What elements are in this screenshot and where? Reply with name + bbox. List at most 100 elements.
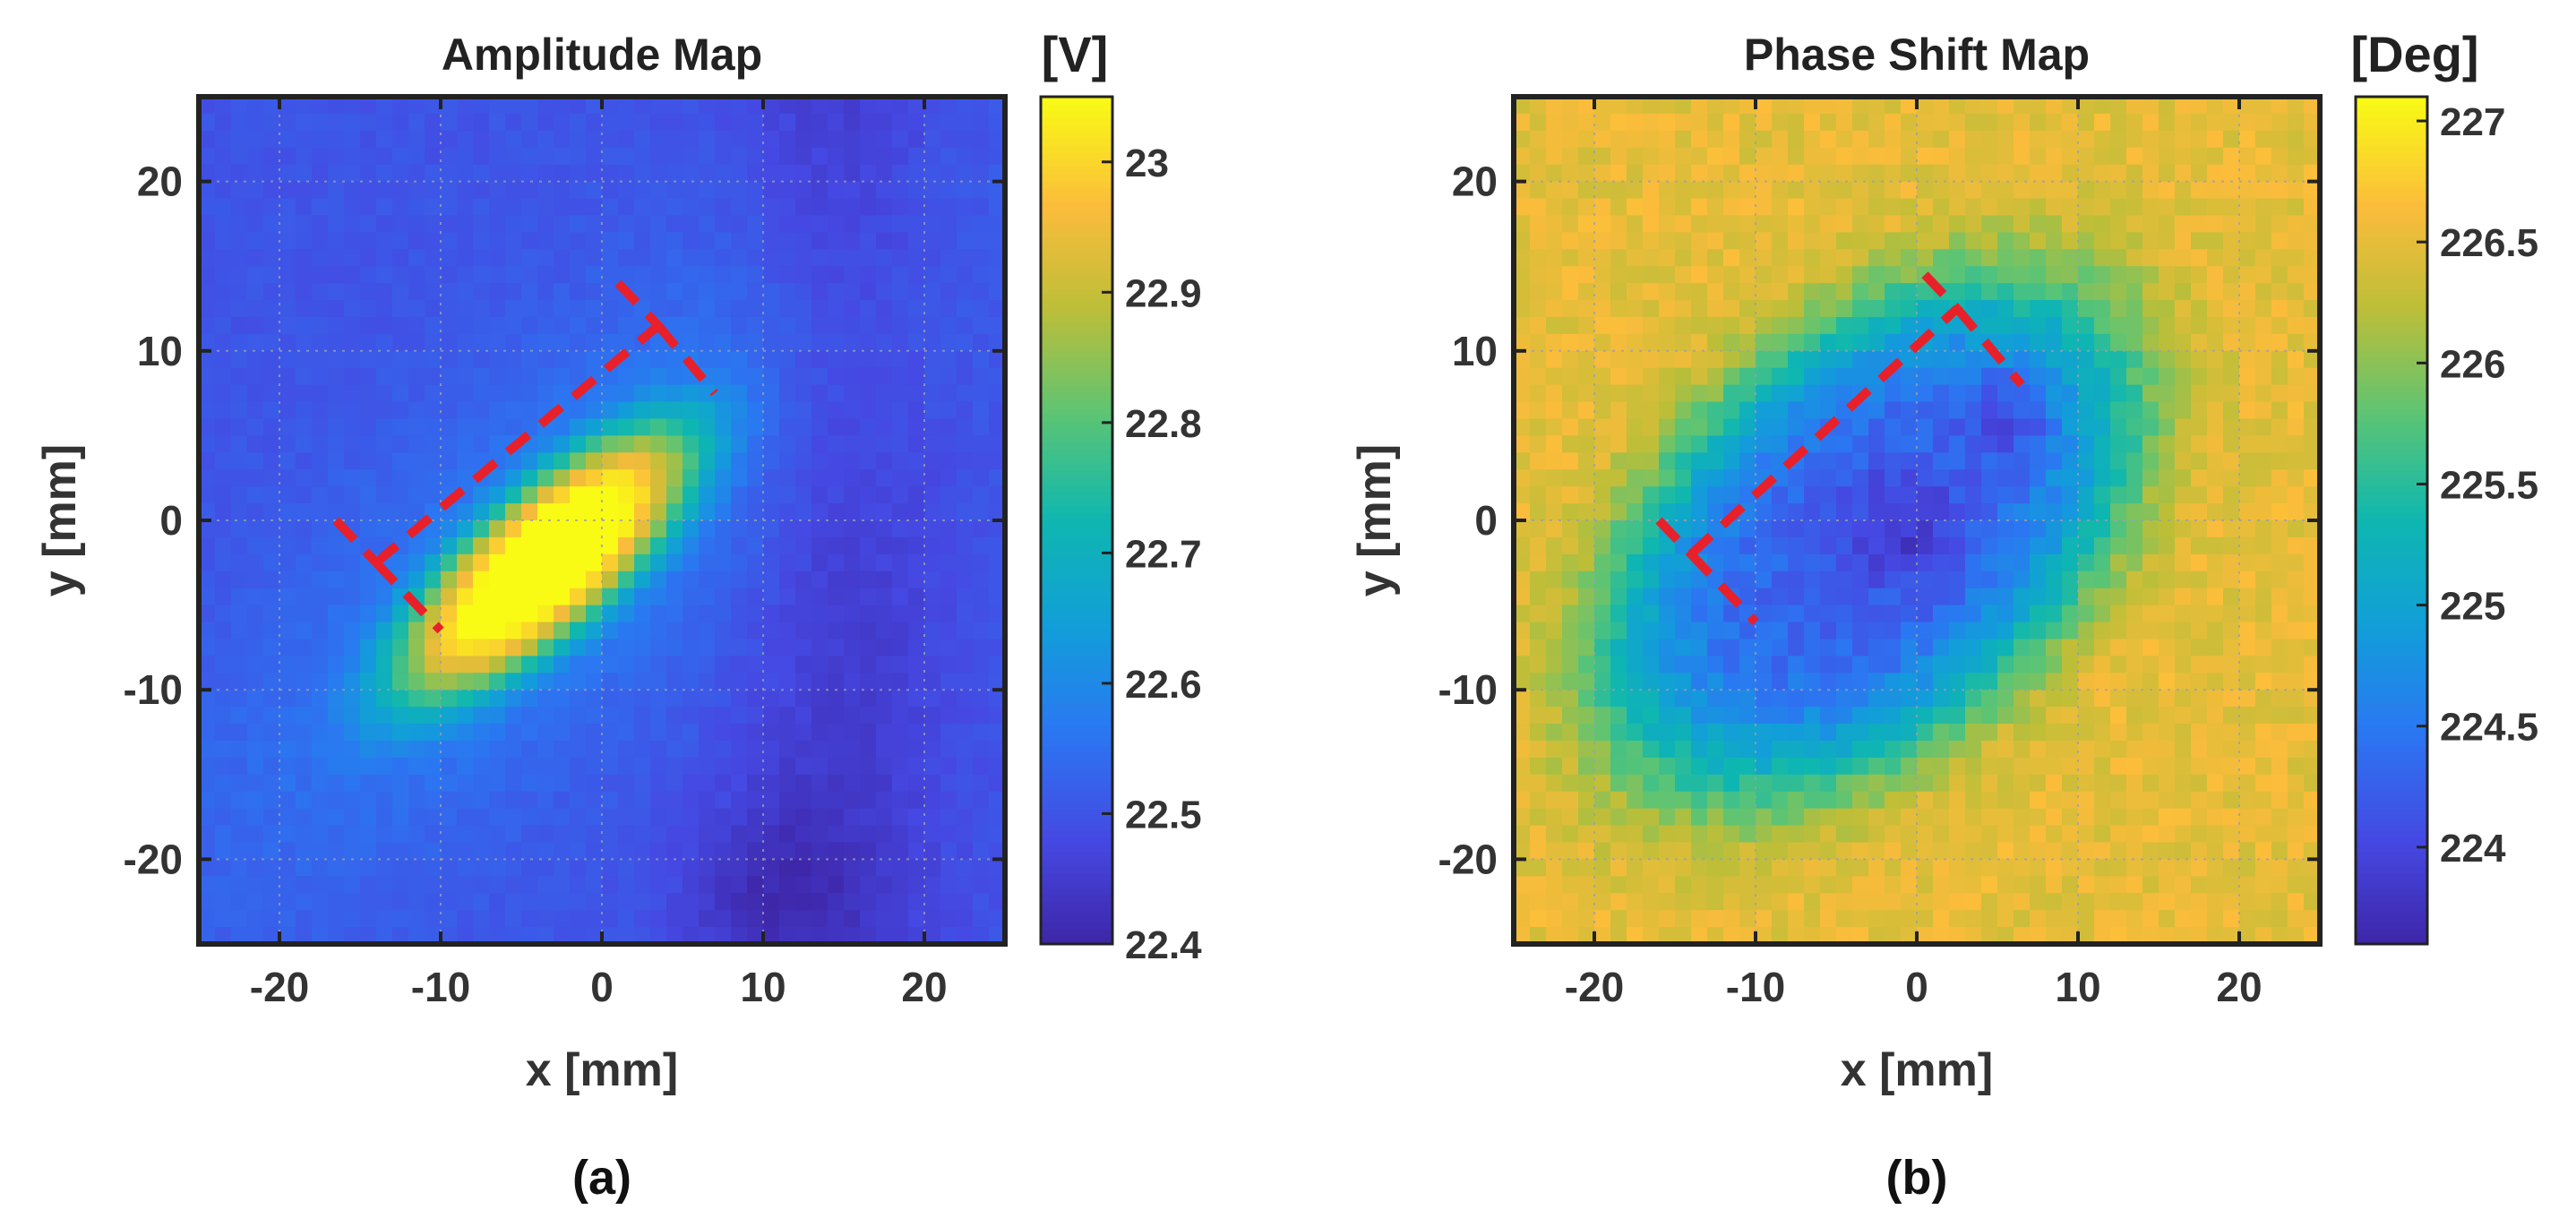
heatmap-cell [570,791,587,810]
heatmap-cell [1707,367,1724,386]
heatmap-cell [924,588,941,606]
heatmap-cell [1868,808,1885,827]
heatmap-cell [199,316,216,335]
heatmap-cell [1917,639,1934,656]
heatmap-cell [1949,588,1966,606]
heatmap-cell [1707,469,1724,487]
heatmap-cell [699,774,716,793]
heatmap-cell [312,384,329,403]
heatmap-cell [1707,215,1724,233]
colorbar-segment [1041,548,1112,557]
heatmap-cell [1643,503,1660,521]
heatmap-cell [731,350,748,369]
heatmap-cell [1530,553,1547,572]
heatmap-cell [1707,927,1724,945]
heatmap-cell [1562,384,1579,403]
heatmap-cell [1610,333,1627,352]
heatmap-cell [1739,707,1756,725]
heatmap-cell [2030,825,2047,844]
heatmap-cell [940,486,957,504]
heatmap-cell [231,740,248,759]
heatmap-cell [650,673,667,691]
heatmap-cell [1578,910,1595,928]
heatmap-cell [521,452,538,470]
heatmap-cell [1675,622,1692,640]
heatmap-cell [2110,333,2127,352]
heatmap-cell [328,859,345,877]
heatmap-cell [1659,147,1676,166]
heatmap-cell [2126,859,2143,877]
colorbar-segment [1041,379,1112,388]
heatmap-cell [908,740,925,759]
heatmap-cell [1965,605,1982,623]
heatmap-cell [2030,418,2047,436]
heatmap-cell [2126,367,2143,386]
heatmap-cell [989,97,1006,115]
heatmap-cell [763,553,780,572]
heatmap-cell [876,181,893,200]
heatmap-cell [425,181,442,200]
heatmap-cell [1546,181,1563,200]
heatmap-cell [328,113,345,132]
heatmap-cell [811,656,829,674]
heatmap-cell [425,283,442,301]
heatmap-cell [699,520,716,538]
heatmap-cell [731,333,748,352]
heatmap-cell [2014,97,2031,115]
heatmap-cell [1546,333,1563,352]
heatmap-cell [699,283,716,301]
heatmap-cell [279,673,296,691]
heatmap-cell [296,893,313,911]
heatmap-cell [1691,656,1708,674]
heatmap-cell [473,536,490,555]
heatmap-cell [537,130,554,149]
heatmap-cell [602,622,619,640]
heatmap-cell [1756,113,1773,132]
heatmap-cell [392,825,409,844]
heatmap-cell [699,316,716,335]
heatmap-cell [2159,808,2176,827]
heatmap-cell [441,452,458,470]
heatmap-cell [2239,520,2256,538]
colorbar-segment [1041,901,1112,910]
heatmap-cell [650,774,667,793]
heatmap-cell [1707,791,1724,810]
heatmap-cell [215,639,232,656]
heatmap-cell [231,605,248,623]
heatmap-cell [376,690,393,708]
heatmap-cell [1514,605,1531,623]
heatmap-cell [634,130,651,149]
heatmap-cell [1852,181,1869,200]
heatmap-cell [2126,384,2143,403]
heatmap-cell [1739,893,1756,911]
heatmap-cell [973,859,990,877]
heatmap-cell [215,97,232,115]
heatmap-cell [263,673,280,691]
colorbar-segment [1041,690,1112,698]
heatmap-cell [344,910,361,928]
heatmap-cell [2175,791,2192,810]
heatmap-cell [1868,198,1885,217]
heatmap-cell [1772,842,1789,860]
heatmap-cell [1514,113,1531,132]
heatmap-cell [957,791,974,810]
heatmap-cell [1514,571,1531,589]
heatmap-cell [2094,249,2111,267]
heatmap-cell [2207,859,2224,877]
heatmap-cell [1997,435,2014,453]
heatmap-cell [360,384,377,403]
heatmap-cell [763,774,780,793]
heatmap-cell [2078,553,2095,572]
heatmap-cell [844,452,861,470]
heatmap-cell [1578,435,1595,453]
heatmap-cell [2223,367,2240,386]
heatmap-cell [811,825,829,844]
heatmap-cell [860,639,877,656]
colorbar-segment [1041,845,1112,854]
heatmap-cell [666,791,683,810]
heatmap-cell [2175,910,2192,928]
heatmap-cell [876,520,893,538]
heatmap-cell [521,97,538,115]
heatmap-cell [570,469,587,487]
heatmap-cell [1836,707,1853,725]
